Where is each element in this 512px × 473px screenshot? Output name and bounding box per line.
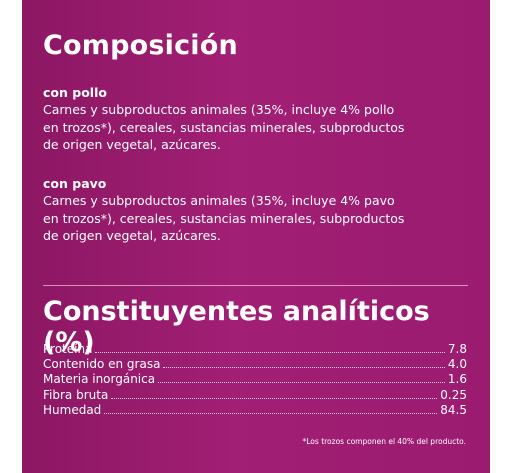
description-line: de origen vegetal, azúcares. bbox=[43, 137, 221, 152]
description-line: de origen vegetal, azúcares. bbox=[43, 228, 221, 243]
row-label: Contenido en grasa bbox=[43, 357, 161, 372]
variant-chicken: con pollo Carnes y subproductos animales… bbox=[43, 84, 483, 154]
row-value: 1.6 bbox=[447, 372, 467, 387]
dot-leader bbox=[95, 352, 445, 353]
table-row: Contenido en grasa 4.0 bbox=[43, 357, 467, 372]
row-label: Proteína bbox=[43, 342, 93, 356]
footnote: *Los trozos componen el 40% del producto… bbox=[302, 437, 466, 446]
row-value: 0.25 bbox=[440, 387, 467, 402]
row-value: 84.5 bbox=[440, 402, 467, 417]
variant-description: Carnes y subproductos animales (35%, inc… bbox=[43, 101, 483, 154]
composition-panel: Composición con pollo Carnes y subproduc… bbox=[22, 0, 490, 473]
dot-leader bbox=[111, 397, 438, 399]
analytics-title: Constituyentes analíticos (%) bbox=[43, 296, 430, 358]
description-line: en trozos*), cereales, sustancias minera… bbox=[43, 210, 405, 226]
section-divider bbox=[43, 285, 468, 286]
dot-leader bbox=[158, 382, 445, 384]
table-row: Proteína 7.8 bbox=[43, 342, 467, 357]
table-row: Humedad 84.5 bbox=[43, 403, 467, 418]
row-value: 4.0 bbox=[447, 357, 467, 372]
composition-title: Composición bbox=[43, 30, 238, 61]
row-label: Materia inorgánica bbox=[43, 372, 156, 387]
description-line: Carnes y subproductos animales (35%, inc… bbox=[43, 193, 395, 208]
variant-turkey: con pavo Carnes y subproductos animales … bbox=[43, 175, 483, 245]
dot-leader bbox=[104, 412, 438, 414]
table-row: Fibra bruta 0.25 bbox=[43, 388, 467, 403]
description-line: en trozos*), cereales, sustancias minera… bbox=[43, 119, 405, 135]
row-value: 7.8 bbox=[447, 342, 467, 356]
table-row: Materia inorgánica 1.6 bbox=[43, 372, 467, 387]
row-label: Humedad bbox=[43, 402, 102, 417]
variant-name: con pollo bbox=[43, 85, 107, 100]
dot-leader bbox=[163, 367, 445, 369]
variant-name: con pavo bbox=[43, 176, 107, 191]
analytics-table: Proteína 7.8 Contenido en grasa 4.0 Mate… bbox=[43, 342, 467, 418]
variant-description: Carnes y subproductos animales (35%, inc… bbox=[43, 192, 483, 245]
row-label: Fibra bruta bbox=[43, 387, 109, 402]
description-line: Carnes y subproductos animales (35%, inc… bbox=[43, 102, 395, 117]
